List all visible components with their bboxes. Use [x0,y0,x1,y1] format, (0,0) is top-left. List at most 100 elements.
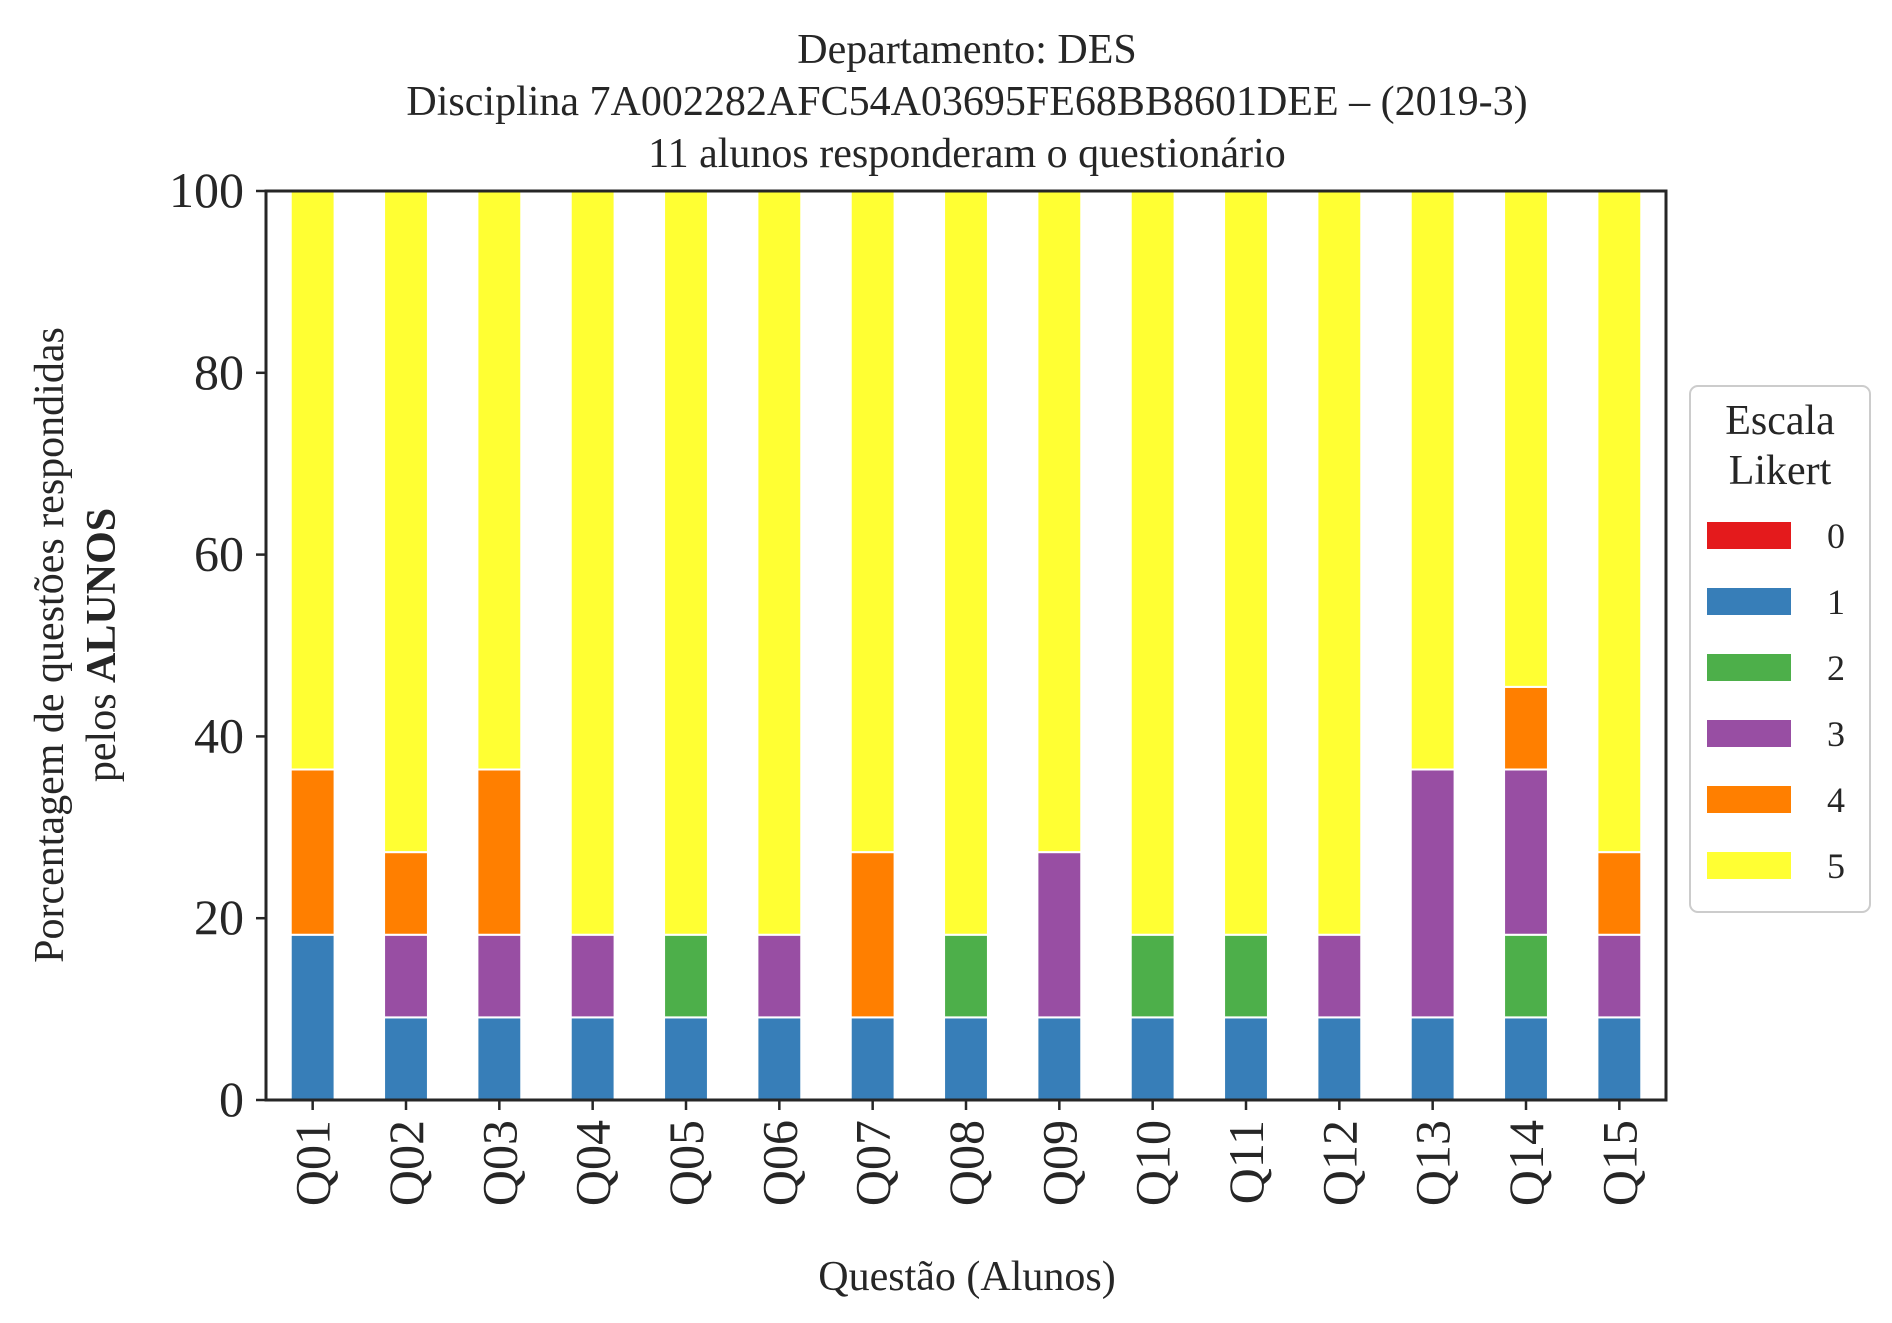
x-tick-label-q10: Q10 [1125,1120,1181,1206]
legend-label-3: 3 [1827,714,1845,754]
bar-q12-likert-5 [1316,190,1363,936]
legend: Escala Likert 0 1 2 3 4 5 [1689,385,1871,913]
legend-label-0: 0 [1827,516,1845,556]
x-tick-label-q07: Q07 [845,1120,901,1206]
bar-q13-likert-3 [1409,768,1456,1019]
legend-swatch-2 [1707,654,1791,681]
y-axis-label-prefix: pelos [79,683,125,782]
bar-q06-likert-5 [756,190,803,936]
x-axis-label: Questão (Alunos) [818,1254,1115,1300]
x-tick-label-q14: Q14 [1498,1120,1554,1206]
bar-q03-likert-3 [476,933,523,1019]
bar-q10-likert-1 [1129,1016,1176,1101]
x-tick-label-q03: Q03 [471,1120,527,1206]
chart-title: Departamento: DES Disciplina 7A002282AFC… [406,27,1527,177]
bar-q14-likert-2 [1503,933,1549,1019]
y-axis-label-line-2: pelos ALUNOS [79,508,125,782]
x-tick-label-q01: Q01 [285,1120,341,1206]
x-tick-label-q05: Q05 [658,1120,714,1206]
y-axis-label-line-1: Porcentagem de questões respondidas [27,327,73,963]
bar-q07-likert-5 [849,190,896,854]
legend-label-5: 5 [1827,846,1845,886]
bar-q07-likert-4 [849,851,896,1019]
x-tick-label-q12: Q12 [1311,1120,1367,1206]
legend-label-4: 4 [1827,780,1845,820]
x-tick-label-q11: Q11 [1218,1120,1274,1204]
legend-label-1: 1 [1827,582,1845,622]
legend-swatch-5 [1707,852,1791,879]
bar-q03-likert-4 [476,768,523,936]
bar-q12-likert-3 [1316,933,1363,1019]
bar-q02-likert-5 [383,190,429,854]
bar-q08-likert-5 [943,190,989,936]
bars [289,190,1643,1101]
y-tick-label-100: 100 [169,162,244,218]
bar-q08-likert-2 [943,933,989,1019]
x-tick-label-q09: Q09 [1031,1120,1087,1206]
bar-q02-likert-4 [383,851,429,936]
bar-q14-likert-5 [1503,190,1549,688]
bar-q01-likert-4 [289,768,336,936]
x-tick-label-q13: Q13 [1405,1120,1461,1206]
chart-title-line-2: Disciplina 7A002282AFC54A03695FE68BB8601… [406,79,1527,125]
bar-q14-likert-4 [1503,685,1549,771]
bar-q06-likert-1 [756,1016,803,1101]
bar-q02-likert-1 [383,1016,429,1101]
legend-title-line-2: Likert [1729,448,1832,494]
y-tick-label-60: 60 [194,526,244,582]
x-tick-label-q15: Q15 [1591,1120,1647,1206]
bar-q01-likert-1 [289,933,336,1101]
bar-q13-likert-1 [1409,1016,1456,1101]
bar-q15-likert-5 [1596,190,1643,854]
legend-items: 0 1 2 3 4 5 [1707,516,1845,886]
y-tick-label-40: 40 [194,707,244,763]
bar-q10-likert-2 [1129,933,1176,1019]
legend-swatch-0 [1707,522,1791,549]
legend-swatch-4 [1707,786,1791,813]
y-axis-ticks: 0 20 40 60 80 100 [169,162,266,1127]
y-tick-label-0: 0 [219,1071,244,1127]
bar-q15-likert-1 [1596,1016,1643,1101]
bar-q04-likert-5 [569,190,616,936]
chart-title-line-1: Departamento: DES [797,27,1136,73]
y-tick-label-80: 80 [194,344,244,400]
bar-q02-likert-3 [383,933,429,1019]
x-tick-label-q08: Q08 [938,1120,994,1206]
legend-box [1689,385,1871,913]
x-tick-label-q06: Q06 [751,1120,807,1206]
bar-q01-likert-5 [289,190,336,771]
bar-q09-likert-1 [1036,1016,1083,1101]
bar-q09-likert-3 [1036,851,1083,1019]
legend-label-2: 2 [1827,648,1845,688]
bar-q10-likert-5 [1129,190,1176,936]
y-axis-label: Porcentagem de questões respondidas pelo… [27,327,125,963]
bar-q03-likert-5 [476,190,523,771]
bar-q15-likert-4 [1596,851,1643,936]
bar-q14-likert-3 [1503,768,1549,936]
x-axis-ticks: Q01 Q02 Q03 Q04 Q05 Q06 Q07 Q08 Q09 Q10 Q11 Q12 Q13 Q… [285,1100,1647,1206]
x-tick-label-q04: Q04 [565,1120,621,1206]
y-tick-label-20: 20 [194,889,244,945]
bar-q11-likert-5 [1223,190,1269,936]
bar-q06-likert-3 [756,933,803,1019]
x-tick-label-q02: Q02 [378,1120,434,1206]
bar-q05-likert-5 [663,190,709,936]
bar-q04-likert-1 [569,1016,616,1101]
bar-q08-likert-1 [943,1016,989,1101]
chart-title-line-3: 11 alunos responderam o questionário [648,131,1286,177]
legend-title-line-1: Escala [1725,398,1835,444]
bar-q07-likert-1 [849,1016,896,1101]
legend-swatch-3 [1707,720,1791,747]
bar-q13-likert-5 [1409,190,1456,771]
bar-q14-likert-1 [1503,1016,1549,1101]
bar-q09-likert-5 [1036,190,1083,854]
legend-swatch-1 [1707,588,1791,615]
y-axis-label-bold: ALUNOS [79,508,125,683]
bar-q05-likert-2 [663,933,709,1019]
bar-q12-likert-1 [1316,1016,1363,1101]
bar-q03-likert-1 [476,1016,523,1101]
bar-q15-likert-3 [1596,933,1643,1019]
bar-q05-likert-1 [663,1016,709,1101]
bar-q11-likert-1 [1223,1016,1269,1101]
